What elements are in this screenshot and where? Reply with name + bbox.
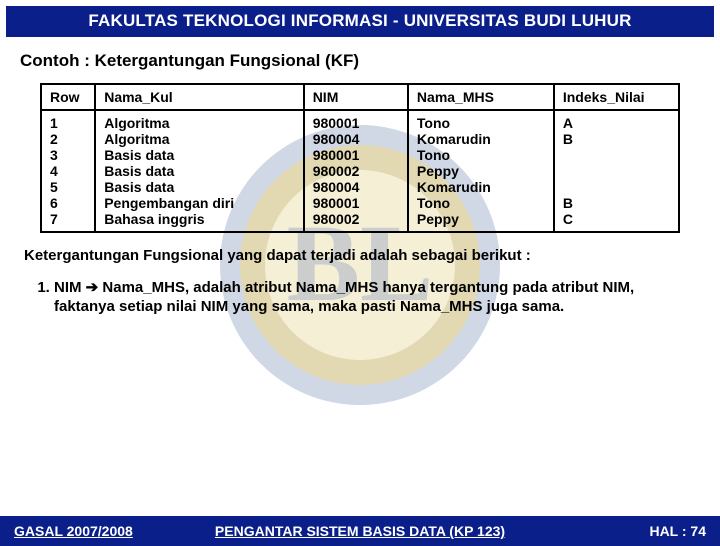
table-row: 1234567AlgoritmaAlgoritmaBasis dataBasis… xyxy=(41,110,679,232)
slide-content: Contoh : Ketergantungan Fungsional (KF) … xyxy=(0,37,720,316)
header-title: FAKULTAS TEKNOLOGI INFORMASI - UNIVERSIT… xyxy=(88,11,631,30)
point-1-b: Nama_MHS, adalah atribut Nama_MHS hanya … xyxy=(54,279,634,315)
table-cell: AlgoritmaAlgoritmaBasis dataBasis dataBa… xyxy=(95,110,303,232)
arrow-icon: ➔ xyxy=(86,279,99,296)
fd-table: Row Nama_Kul NIM Nama_MHS Indeks_Nilai 1… xyxy=(40,83,680,233)
point-1: NIM ➔ Nama_MHS, adalah atribut Nama_MHS … xyxy=(54,278,690,316)
subtitle: Contoh : Ketergantungan Fungsional (KF) xyxy=(20,51,700,71)
point-1-a: NIM xyxy=(54,279,86,296)
col-header: Nama_MHS xyxy=(408,84,554,110)
footer-left: GASAL 2007/2008 xyxy=(14,523,133,539)
table-cell: AB BC xyxy=(554,110,679,232)
col-header: Indeks_Nilai xyxy=(554,84,679,110)
table-cell: 1234567 xyxy=(41,110,95,232)
col-header: NIM xyxy=(304,84,408,110)
col-header: Row xyxy=(41,84,95,110)
table-cell: 9800019800049800019800029800049800019800… xyxy=(304,110,408,232)
footer-bar: GASAL 2007/2008 PENGANTAR SISTEM BASIS D… xyxy=(0,516,720,546)
table-cell: TonoKomarudinTonoPeppyKomarudinTonoPeppy xyxy=(408,110,554,232)
col-header: Nama_Kul xyxy=(95,84,303,110)
header-bar: FAKULTAS TEKNOLOGI INFORMASI - UNIVERSIT… xyxy=(6,6,714,37)
paragraph: Ketergantungan Fungsional yang dapat ter… xyxy=(24,247,696,266)
footer-right: HAL : 74 xyxy=(649,523,706,539)
footer-center: PENGANTAR SISTEM BASIS DATA (KP 123) xyxy=(215,523,505,539)
table-header-row: Row Nama_Kul NIM Nama_MHS Indeks_Nilai xyxy=(41,84,679,110)
points-list: NIM ➔ Nama_MHS, adalah atribut Nama_MHS … xyxy=(54,278,690,316)
